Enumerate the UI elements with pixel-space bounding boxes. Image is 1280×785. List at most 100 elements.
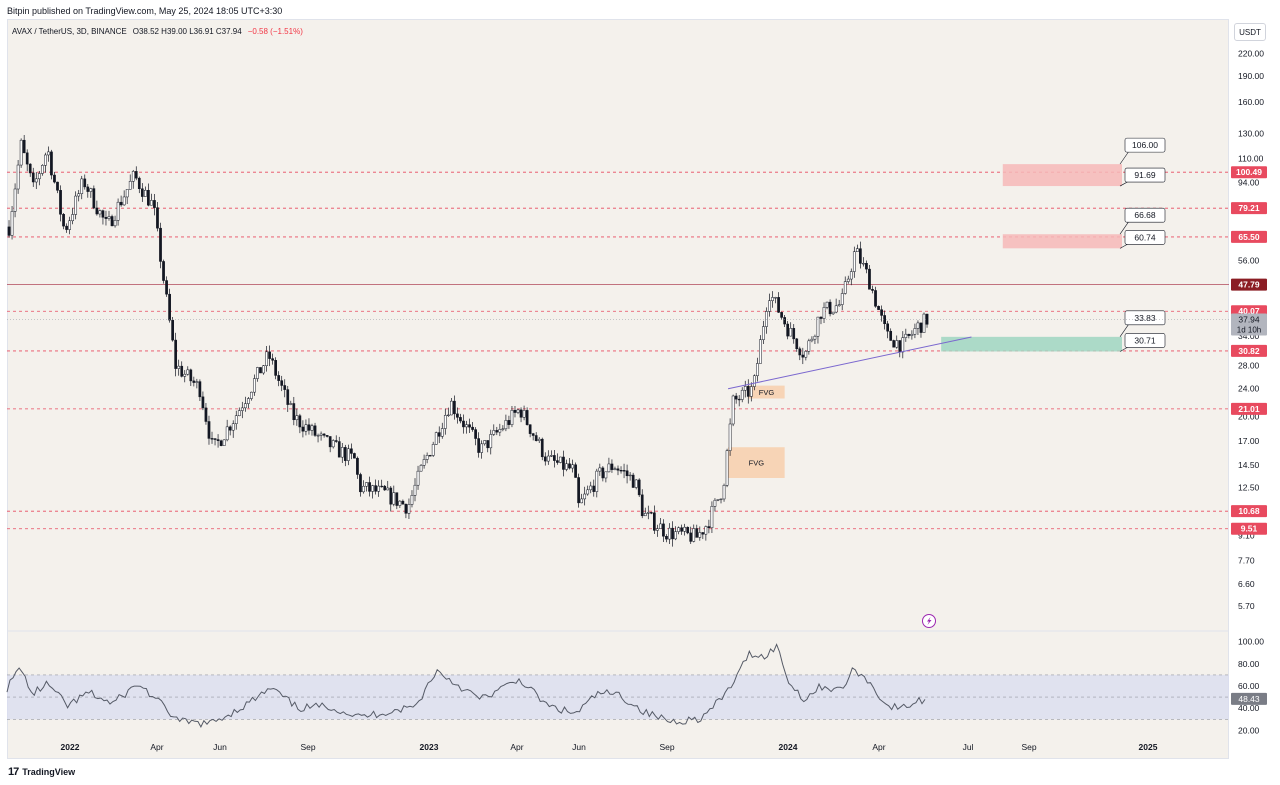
fvg-label: FVG <box>749 459 765 468</box>
candle-body <box>668 527 671 540</box>
candle-body <box>546 455 550 462</box>
candle-body <box>10 211 14 236</box>
candle-body <box>656 528 659 531</box>
candle-body <box>56 181 59 191</box>
candle-body <box>731 395 735 425</box>
candle-body <box>247 398 250 404</box>
price-tick-label: 24.00 <box>1238 384 1260 394</box>
candle-body <box>601 467 605 479</box>
level-price-label: 30.82 <box>1238 346 1260 356</box>
zone-callout-label: 60.74 <box>1134 232 1156 242</box>
candle-body <box>40 165 44 174</box>
candle-body <box>219 440 223 446</box>
candle-body <box>377 485 380 492</box>
candle-body <box>683 526 687 532</box>
candle-body <box>913 328 917 335</box>
candle-body <box>289 403 293 405</box>
candle-body <box>901 337 905 353</box>
candle-body <box>180 365 184 377</box>
candle-body <box>407 504 411 514</box>
candle-body <box>865 263 868 270</box>
candle-body <box>846 278 850 282</box>
candle-body <box>171 319 174 341</box>
candle-body <box>852 251 856 272</box>
candle-body <box>625 470 629 477</box>
candle-body <box>150 200 153 206</box>
candle-body <box>459 417 462 422</box>
candle-body <box>525 410 529 425</box>
candle-body <box>401 500 405 505</box>
rsi-tick-label: 80.00 <box>1238 659 1260 669</box>
candle-body <box>334 440 338 442</box>
symbol-name[interactable]: AVAX / TetherUS, 3D, BINANCE <box>12 27 127 36</box>
candle-body <box>583 493 587 500</box>
currency-unit-button[interactable]: USDT <box>1234 23 1266 41</box>
fvg-label: FVG <box>759 388 775 397</box>
level-price-badge <box>1231 278 1267 291</box>
level-price-label: 21.01 <box>1238 404 1260 414</box>
candle-body <box>434 432 438 445</box>
candle-body <box>695 528 699 538</box>
level-price-label: 40.07 <box>1238 306 1260 316</box>
candle-body <box>74 195 78 215</box>
time-tick-label: Sep <box>300 742 315 752</box>
candle-body <box>210 438 214 440</box>
candle-body <box>792 328 796 340</box>
candle-body <box>540 438 544 458</box>
candle-body <box>347 448 350 461</box>
price-axis[interactable] <box>1229 19 1280 759</box>
trendline <box>727 336 972 390</box>
candle-body <box>595 470 599 492</box>
rsi-tick-label: 40.00 <box>1238 703 1260 713</box>
price-tick-label: 34.00 <box>1238 331 1260 341</box>
candle-body <box>243 403 247 409</box>
candle-body <box>437 432 441 437</box>
candle-body <box>16 164 20 190</box>
candle-body <box>383 485 387 491</box>
candle-body <box>380 485 384 488</box>
candle-body <box>298 415 302 428</box>
callout-box <box>1124 230 1166 245</box>
candle-body <box>519 409 523 418</box>
rsi-value-label: 48.43 <box>1238 694 1260 704</box>
candle-body <box>671 527 674 540</box>
candle-body <box>280 380 284 386</box>
candle-body <box>319 433 323 436</box>
ohlc-values: O38.52 H39.00 L36.91 C37.94 <box>132 27 242 36</box>
candle-body <box>840 293 844 305</box>
lightning-icon <box>927 617 932 625</box>
price-tick-label: 56.00 <box>1238 256 1260 266</box>
candle-body <box>31 172 35 183</box>
candle-body <box>274 360 277 376</box>
candle-body <box>165 280 168 295</box>
price-tick-label: 6.60 <box>1238 579 1255 589</box>
candle-body <box>337 441 341 458</box>
candle-body <box>101 210 105 218</box>
candle-body <box>734 395 738 400</box>
chart-frame[interactable] <box>7 19 1229 759</box>
candle-body <box>350 448 353 454</box>
candle-body <box>816 316 820 337</box>
candle-body <box>307 424 311 431</box>
candle-body <box>674 531 677 540</box>
candle-body <box>619 470 623 472</box>
candle-body <box>707 526 711 529</box>
candle-body <box>89 188 93 192</box>
candle-body <box>837 304 841 307</box>
level-price-badge <box>1231 202 1267 215</box>
candle-body <box>92 188 96 209</box>
candle-body <box>689 532 693 542</box>
candle-body <box>119 201 123 206</box>
footer-brand[interactable]: 17 TradingView <box>8 766 75 778</box>
candle-body <box>849 271 853 280</box>
price-tick-label: 130.00 <box>1238 128 1264 138</box>
candle-body <box>59 190 62 215</box>
candle-body <box>125 189 129 198</box>
candle-body <box>234 415 238 424</box>
candle-body <box>574 464 577 478</box>
candle-body <box>450 400 453 416</box>
candle-body <box>371 485 374 492</box>
candle-body <box>740 389 744 400</box>
rsi-pane <box>6 643 1229 728</box>
